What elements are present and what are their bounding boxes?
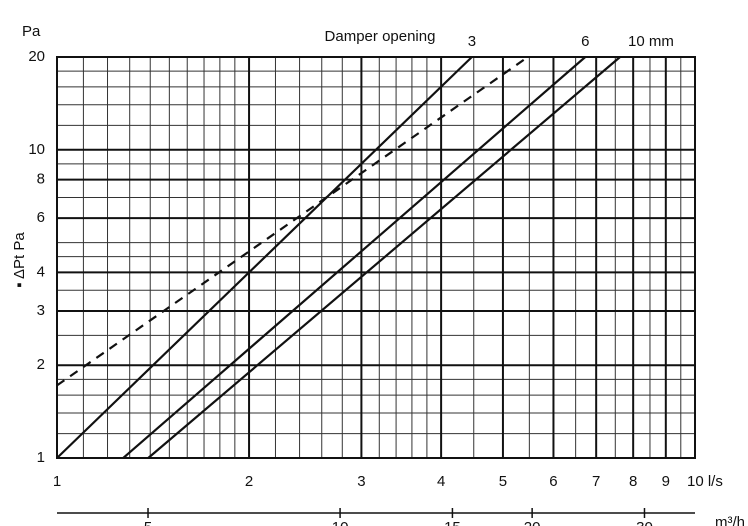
y-axis-title: ▪ ΔPt Pa	[11, 232, 28, 288]
y-tick-label: 2	[37, 356, 45, 373]
x2-tick-label: 15	[444, 519, 461, 526]
x2-tick-label: 10	[332, 519, 349, 526]
y-tick-label: 4	[37, 263, 45, 280]
chart-title: Damper opening	[325, 28, 436, 45]
x2-tick-label: 20	[524, 519, 541, 526]
series-label: 3	[468, 33, 476, 50]
x2-tick-label: 30	[636, 519, 653, 526]
y-unit: Pa	[22, 23, 41, 40]
x-tick-label: 4	[437, 473, 445, 490]
x-tick-label: 2	[245, 473, 253, 490]
y-tick-label: 6	[37, 209, 45, 226]
x-tick-label: 10 l/s	[687, 473, 723, 490]
series-label: 6	[581, 33, 589, 50]
y-tick-label: 10	[28, 141, 45, 158]
y-tick-label: 8	[37, 171, 45, 188]
x2-axis-title: m³/h	[715, 514, 745, 526]
series-label: 10 mm	[628, 33, 674, 50]
series-line	[122, 56, 586, 459]
plot-frame	[56, 56, 696, 459]
x-tick-label: 3	[357, 473, 365, 490]
y-tick-label: 3	[37, 302, 45, 319]
x-tick-label: 1	[53, 473, 61, 490]
series-line	[56, 56, 473, 459]
x2-tick-label: 5	[144, 519, 152, 526]
y-tick-label: 1	[37, 449, 45, 466]
y-tick-label: 20	[28, 48, 45, 65]
x-tick-label: 5	[499, 473, 507, 490]
x-tick-label: 6	[549, 473, 557, 490]
x-tick-label: 7	[592, 473, 600, 490]
x-tick-label: 8	[629, 473, 637, 490]
series-line	[147, 56, 621, 459]
x-tick-label: 9	[662, 473, 670, 490]
